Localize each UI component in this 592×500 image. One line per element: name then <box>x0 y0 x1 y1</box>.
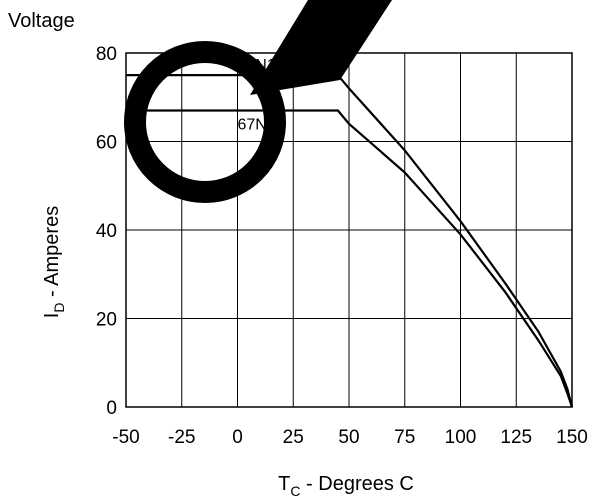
y-tick-label: 80 <box>96 44 117 65</box>
circle-slash-overlay <box>124 0 392 203</box>
x-axis-label-sub: C <box>290 483 300 499</box>
x-axis-label-rest: - Degrees C <box>300 473 413 495</box>
y-tick-labels: 0 20 40 60 80 <box>96 44 117 419</box>
y-tick-label: 40 <box>96 221 117 242</box>
x-tick-labels: -50 -25 0 25 50 75 100 125 150 <box>112 427 588 448</box>
x-axis-label-main: T <box>278 473 290 495</box>
y-tick-label: 20 <box>96 310 117 331</box>
x-axis-label: TC - Degrees C <box>278 473 414 499</box>
overlay-slash <box>250 0 392 95</box>
x-tick-label: 0 <box>232 427 243 448</box>
x-tick-label: 75 <box>394 427 415 448</box>
overlay-ring <box>124 41 286 203</box>
y-tick-label: 0 <box>106 398 117 419</box>
x-tick-label: -25 <box>168 427 195 448</box>
y-axis-label-main: I <box>41 313 63 319</box>
chart-title: Voltage <box>8 10 75 32</box>
y-tick-label: 60 <box>96 133 117 154</box>
grid-lines <box>125 52 573 408</box>
x-tick-label: -50 <box>112 427 139 448</box>
y-axis-label-rest: - Amperes <box>41 206 63 303</box>
x-tick-label: 100 <box>445 427 477 448</box>
x-tick-label: 50 <box>338 427 359 448</box>
x-tick-label: 125 <box>500 427 532 448</box>
x-tick-label: 25 <box>283 427 304 448</box>
y-axis-label: ID - Amperes <box>41 206 67 318</box>
series-line-67n10 <box>126 109 574 408</box>
y-axis-label-sub: D <box>51 303 67 313</box>
x-tick-label: 150 <box>556 427 588 448</box>
